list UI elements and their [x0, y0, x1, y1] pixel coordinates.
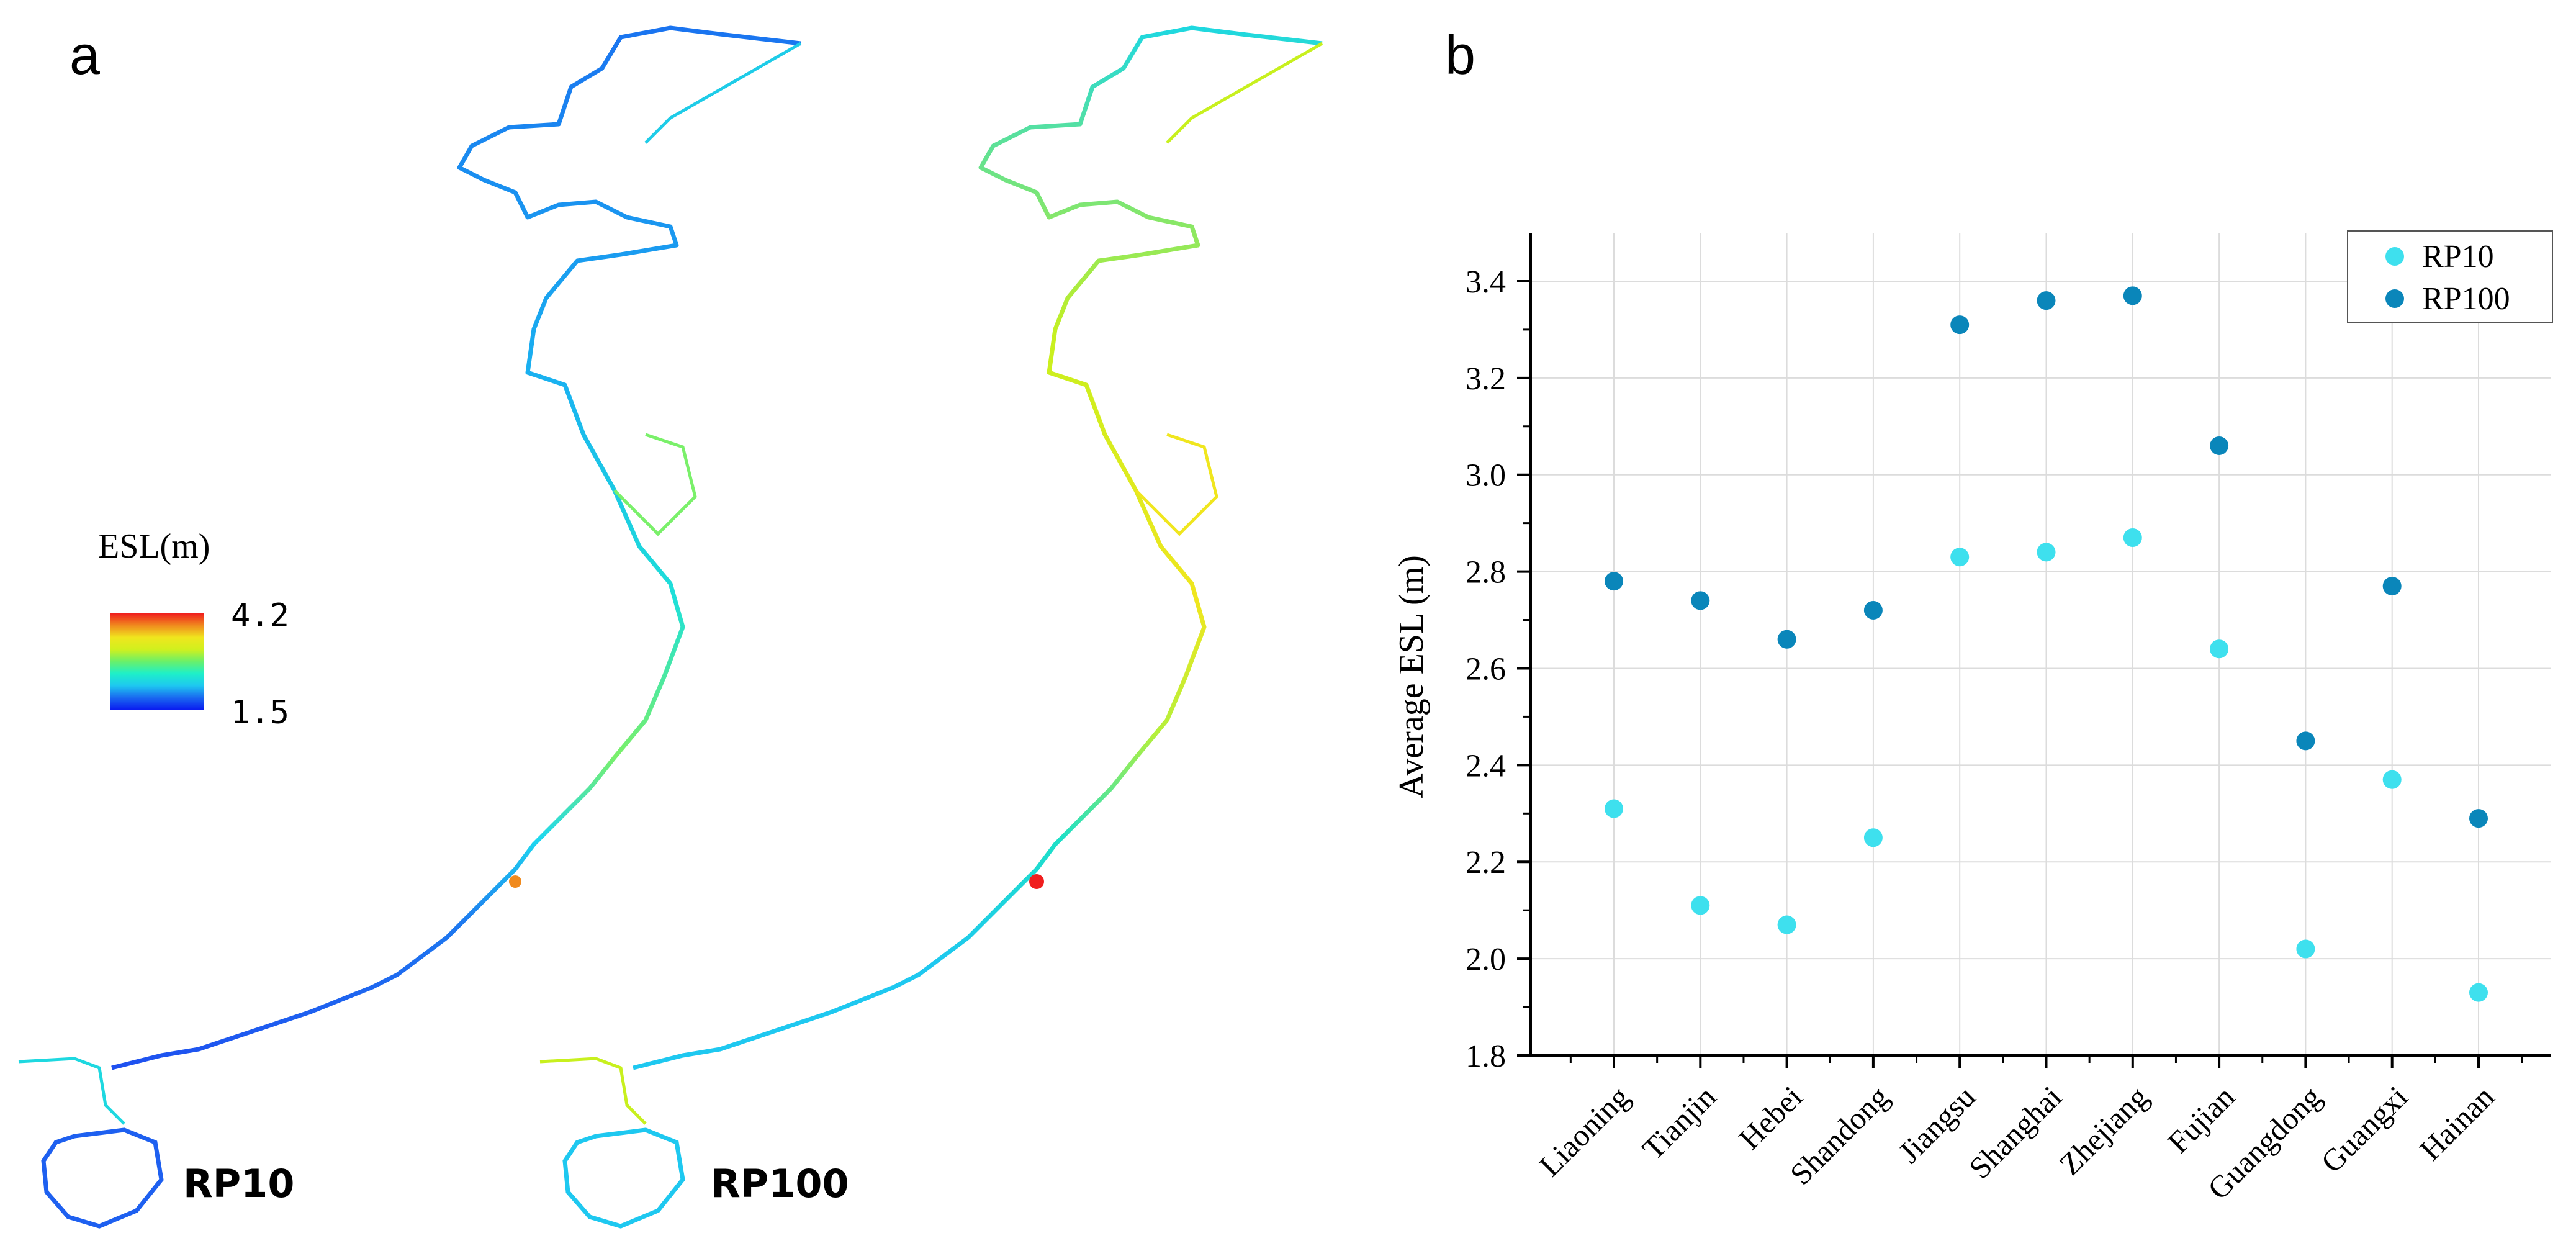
- legend-title: ESL(m): [98, 527, 210, 566]
- y-tick-label: 2.6: [1466, 651, 1506, 687]
- map-rp10: [18, 25, 802, 1229]
- coastline-rp100: [633, 25, 1323, 1070]
- map-label-rp100: RP100: [711, 1161, 849, 1206]
- point-rp10-hebei: [1777, 915, 1796, 934]
- hotspot-rp100: [1029, 874, 1044, 889]
- x-tick-label: Liaoning: [1533, 1079, 1636, 1183]
- x-tick-label: Tianjin: [1636, 1079, 1723, 1166]
- panel-a-letter: a: [70, 24, 100, 86]
- x-tick-label: Zhejiang: [2052, 1079, 2155, 1181]
- y-tick-label: 1.8: [1466, 1039, 1506, 1074]
- y-tick-labels: 1.8 2.0 2.2 2.4 2.6 2.8 3.0 3.2 3.4: [1466, 264, 1506, 1074]
- dalian-coast-rp100: [1166, 42, 1323, 144]
- coastline-small-rp100: [539, 1057, 647, 1125]
- point-rp10-shandong: [1863, 828, 1883, 847]
- point-rp100-fujian: [2210, 436, 2229, 455]
- point-rp10-guangdong: [2296, 939, 2315, 959]
- point-rp10-guangxi: [2382, 770, 2402, 789]
- x-tick-label: Fujian: [2161, 1079, 2241, 1160]
- point-rp10-jiangsu: [1950, 548, 1970, 567]
- esl-colorbar: [110, 613, 204, 710]
- point-rp100-shanghai: [2037, 291, 2056, 310]
- point-rp100-guangdong: [2296, 731, 2315, 751]
- map-rp100: [539, 25, 1323, 1229]
- x-tick-label: Guangxi: [2314, 1079, 2414, 1179]
- y-tick-label: 2.8: [1466, 555, 1506, 590]
- legend-box: [2347, 230, 2553, 323]
- y-tick-label: 2.2: [1466, 845, 1506, 880]
- chart-legend: RP10 RP100: [2347, 230, 2553, 323]
- panel-b-letter: b: [1445, 24, 1475, 86]
- coastline-maps: [18, 25, 1323, 1229]
- bay-coast-rp10: [613, 433, 697, 536]
- legend-max-label: 4.2: [231, 597, 289, 635]
- hainan-island-rp10: [41, 1127, 164, 1229]
- legend-marker-rp100: [2385, 289, 2404, 308]
- data-points: [1605, 286, 2488, 1002]
- bay-coast-rp100: [1135, 433, 1218, 536]
- hainan-island-rp100: [562, 1127, 685, 1229]
- x-tick-label: Hainan: [2413, 1079, 2501, 1167]
- legend-label-rp10: RP10: [2422, 239, 2494, 274]
- point-rp100-shandong: [1863, 600, 1883, 620]
- coastline-rp10: [111, 25, 801, 1070]
- point-rp100-jiangsu: [1950, 315, 1970, 335]
- map-label-rp10: RP10: [183, 1161, 295, 1206]
- point-rp10-liaoning: [1605, 799, 1623, 818]
- point-rp100-tianjin: [1691, 591, 1710, 610]
- coastline-small-rp10: [18, 1057, 125, 1125]
- point-rp100-hainan: [2469, 809, 2488, 828]
- y-tick-label: 3.0: [1466, 458, 1506, 494]
- x-tick-label: Hebei: [1732, 1079, 1809, 1156]
- y-tick-label: 2.4: [1466, 748, 1506, 784]
- point-rp100-zhejiang: [2123, 286, 2142, 305]
- point-rp100-hebei: [1777, 630, 1796, 649]
- point-rp10-zhejiang: [2123, 528, 2142, 548]
- legend-label-rp100: RP100: [2422, 281, 2510, 317]
- point-rp100-liaoning: [1605, 572, 1623, 591]
- point-rp10-fujian: [2210, 639, 2229, 659]
- chart-axes: [1517, 233, 2551, 1068]
- y-tick-label: 3.4: [1466, 264, 1506, 300]
- y-tick-label: 3.2: [1466, 361, 1506, 397]
- y-axis-label: Average ESL (m): [1392, 555, 1431, 798]
- legend-marker-rp10: [2385, 247, 2404, 266]
- legend-min-label: 1.5: [231, 694, 289, 731]
- dalian-coast-rp10: [644, 42, 802, 144]
- point-rp10-shanghai: [2037, 543, 2056, 562]
- x-tick-label: Shanghai: [1962, 1079, 2068, 1185]
- point-rp10-tianjin: [1691, 896, 1710, 915]
- point-rp10-hainan: [2469, 983, 2488, 1002]
- chart-grid: [1531, 233, 2551, 1055]
- y-tick-label: 2.0: [1466, 942, 1506, 977]
- point-rp100-guangxi: [2382, 576, 2402, 595]
- hotspot-rp10: [509, 875, 521, 888]
